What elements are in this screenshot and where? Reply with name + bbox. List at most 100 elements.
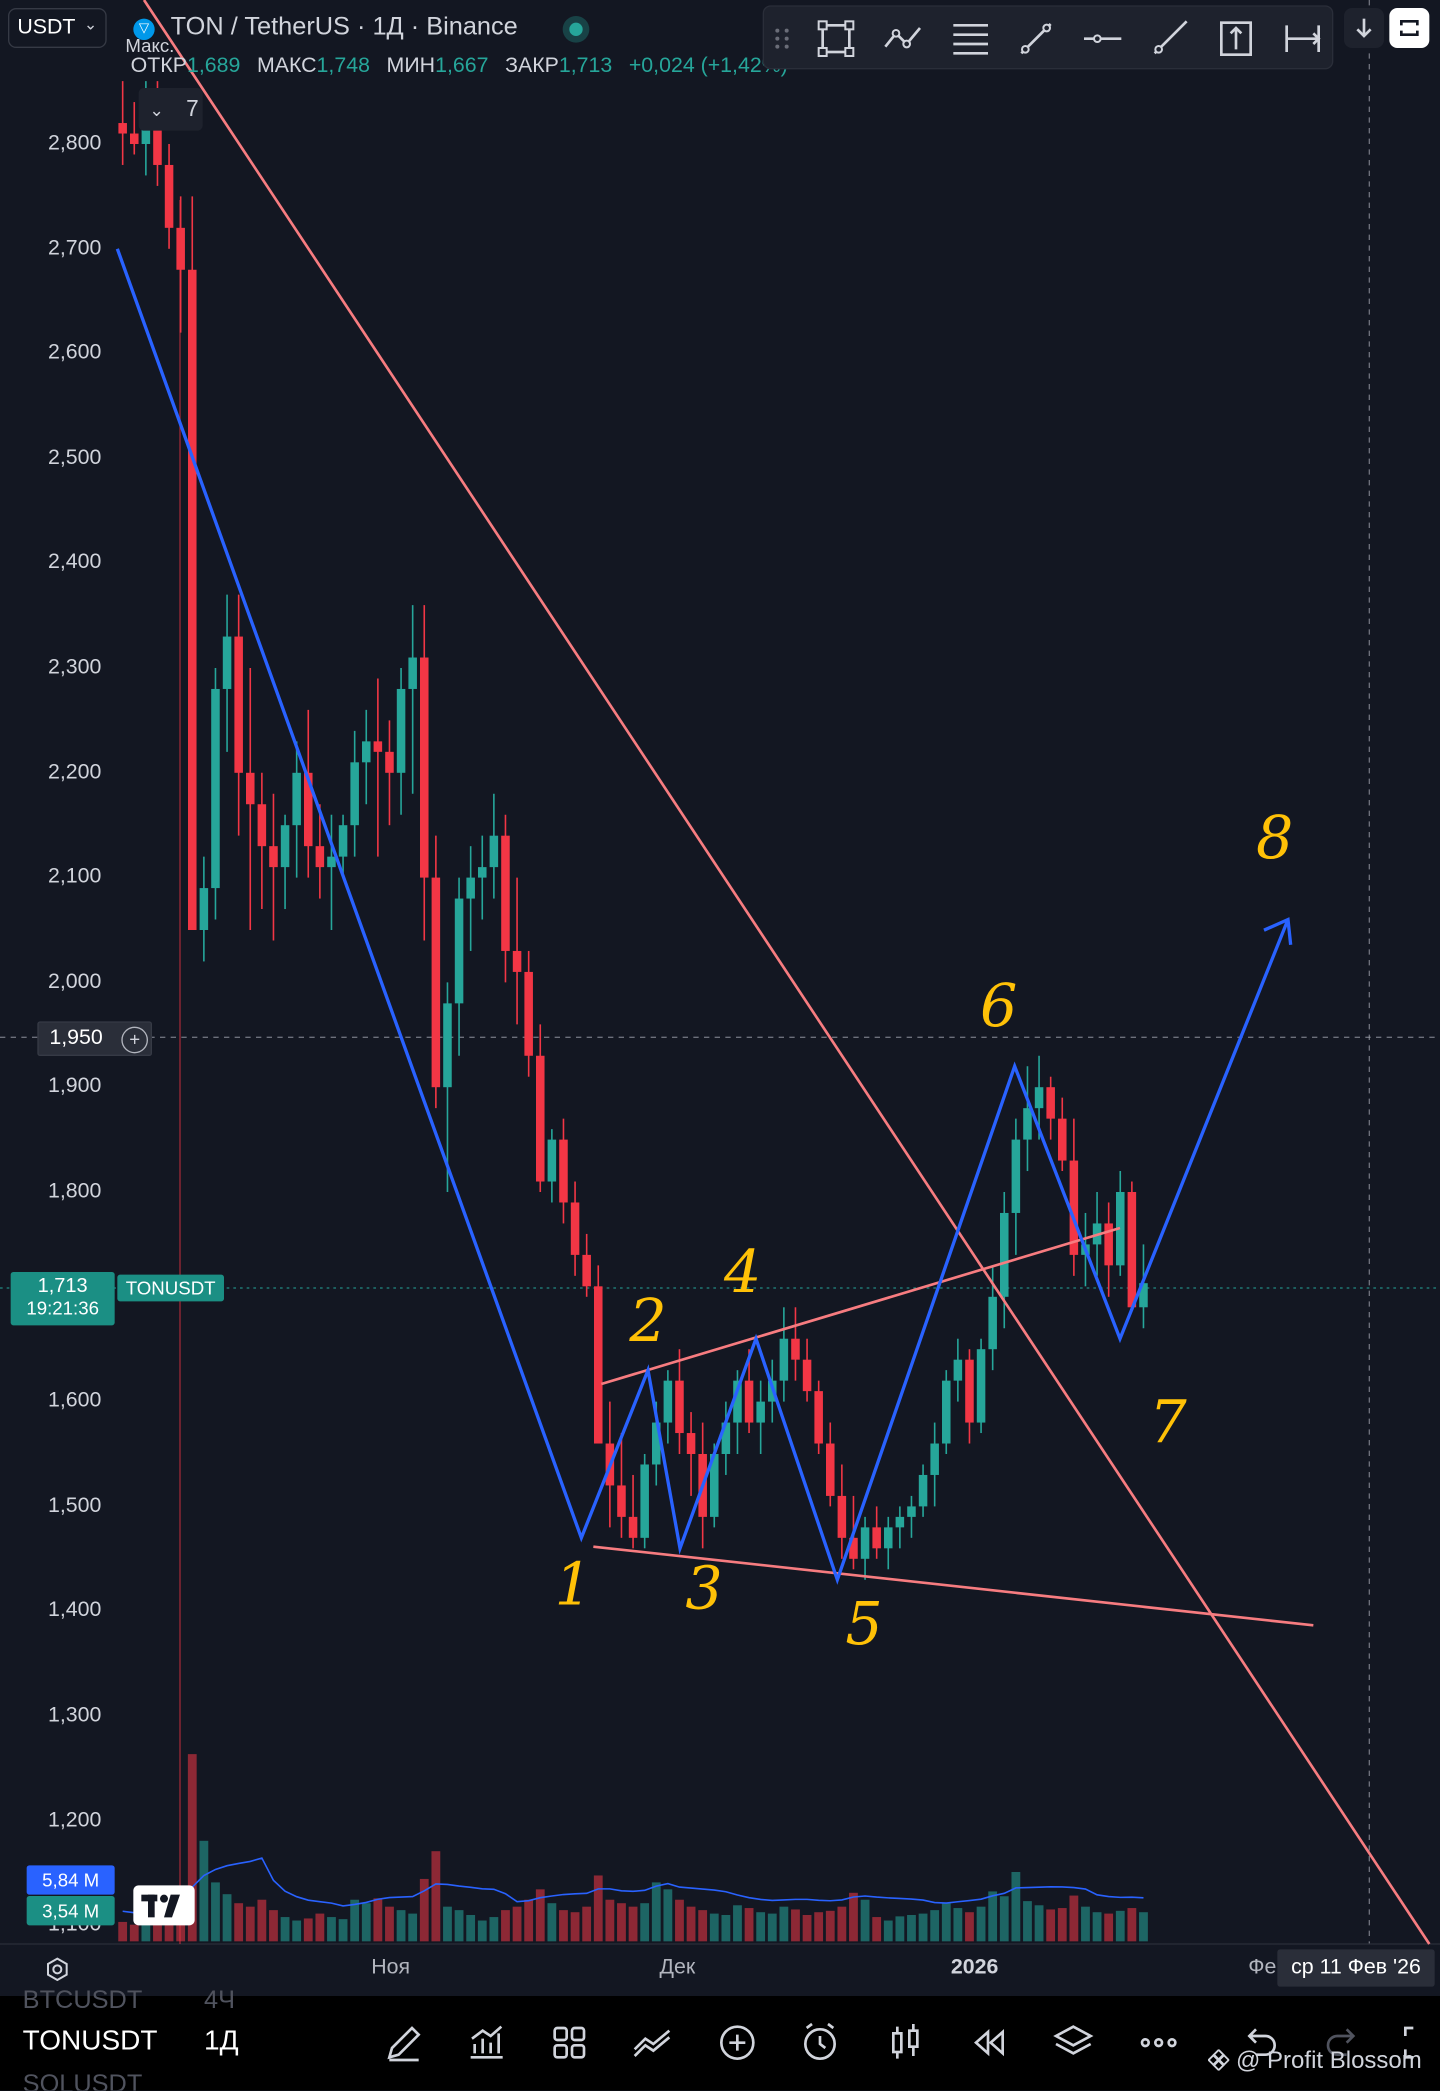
candle-body xyxy=(524,971,533,1056)
volume-bar xyxy=(1127,1908,1137,1942)
path-icon[interactable] xyxy=(881,17,924,60)
watchlist-row-ton[interactable]: TONUSDT 1Д xyxy=(23,2025,239,2057)
candle xyxy=(396,667,406,815)
candle-body xyxy=(234,636,243,773)
binance-logo-icon xyxy=(1207,2048,1231,2072)
ohlc-legend: ОТКР1,689 МАКС1,748 МИН1,667 ЗАКР1,713 +… xyxy=(131,55,799,79)
wave-label-3: 3 xyxy=(685,1554,722,1622)
replay-icon[interactable] xyxy=(965,2020,1010,2065)
grid-icon[interactable] xyxy=(547,2020,592,2065)
volume-bar xyxy=(1092,1912,1102,1942)
volume-bar xyxy=(315,1913,325,1942)
volume-tag-primary: 5,84 M xyxy=(26,1865,115,1895)
candle xyxy=(547,1129,557,1203)
volume-bar xyxy=(1057,1908,1067,1942)
candle xyxy=(211,667,220,920)
add-icon[interactable] xyxy=(715,2020,760,2065)
chart-icon[interactable] xyxy=(464,2020,509,2065)
wave-annotations: 1 2 3 4 5 6 7 8 xyxy=(555,804,1294,1658)
pencil-icon[interactable] xyxy=(381,2020,426,2065)
candle-body xyxy=(791,1338,800,1360)
candle-body xyxy=(118,123,127,134)
candle xyxy=(570,1181,580,1276)
candle xyxy=(292,741,301,878)
add-alert-icon[interactable]: + xyxy=(121,1026,148,1054)
watchlist-row-btc[interactable]: BTCUSDT 4Ч xyxy=(23,1987,235,2016)
volume-bar xyxy=(570,1912,580,1942)
price-tick-label: 2,800 xyxy=(47,131,102,155)
volume-bar xyxy=(1046,1909,1056,1942)
market-status-icon[interactable] xyxy=(562,15,590,43)
price-tick-label: 1,900 xyxy=(47,1075,102,1098)
drawing-toolbar xyxy=(762,5,1334,70)
time-axis-settings-icon[interactable] xyxy=(45,1957,69,1982)
high-label: МАКС xyxy=(256,54,317,78)
price-tick-label: 2,500 xyxy=(47,446,102,470)
volume-bar xyxy=(257,1899,267,1942)
volume-bar xyxy=(999,1896,1009,1942)
volume-bar xyxy=(849,1892,858,1942)
price-tick-label: 2,700 xyxy=(47,236,102,260)
candle-body xyxy=(547,1139,557,1182)
indicators-toggle-button[interactable]: ⌄ 7 xyxy=(138,87,203,131)
watchlist-interval: 4Ч xyxy=(203,1986,235,2015)
candles-icon[interactable] xyxy=(883,2020,928,2065)
downtrend-line xyxy=(142,0,1431,1945)
time-tick-label: Дек xyxy=(659,1955,696,1979)
alert-icon[interactable] xyxy=(797,2020,842,2065)
candle-body xyxy=(338,825,348,857)
scroll-down-button[interactable] xyxy=(1343,7,1384,48)
watermark: @ Profit Blossom xyxy=(1207,2047,1422,2075)
candle-body xyxy=(1034,1087,1044,1109)
candle-body xyxy=(222,636,232,689)
candle-body xyxy=(860,1527,870,1559)
fib-icon[interactable] xyxy=(948,17,991,60)
candle xyxy=(512,877,522,1025)
candle-body xyxy=(976,1349,986,1423)
date-range-icon[interactable] xyxy=(1281,17,1324,60)
tradingview-logo[interactable] xyxy=(133,1885,195,1926)
candle xyxy=(941,1370,951,1454)
volume-bar xyxy=(663,1889,673,1942)
price-tick-label: 1,300 xyxy=(47,1703,102,1727)
price-range-icon[interactable] xyxy=(1215,17,1258,60)
price-tick-label: 1,400 xyxy=(47,1599,102,1622)
volume-bar xyxy=(767,1913,777,1942)
indicators-icon[interactable] xyxy=(629,2020,674,2065)
candle-body xyxy=(802,1359,812,1392)
rectangle-icon[interactable] xyxy=(815,17,858,60)
watchlist-row-sol[interactable]: SOLUSDT 1Н xyxy=(23,2071,143,2091)
candle-body xyxy=(709,1453,719,1517)
layers-icon[interactable] xyxy=(1051,2020,1096,2065)
candle xyxy=(721,1401,731,1475)
candle xyxy=(1069,1118,1079,1276)
undo-icon[interactable] xyxy=(1237,2020,1282,2065)
currency-select[interactable]: USDT ⌄ xyxy=(7,7,107,48)
ray-icon[interactable] xyxy=(1148,17,1191,60)
candle-body xyxy=(675,1380,684,1434)
symbol-tag-label: TONUSDT xyxy=(125,1277,216,1299)
candle xyxy=(1115,1171,1125,1276)
horizontal-line-icon[interactable] xyxy=(1081,17,1124,60)
wave-label-7: 7 xyxy=(1149,1389,1187,1457)
low-label: МИН xyxy=(386,54,436,78)
candle-body xyxy=(744,1380,754,1423)
candle-body xyxy=(164,164,174,228)
symbol-title[interactable]: TON / TetherUS · 1Д · Binance xyxy=(170,13,518,42)
redo-icon[interactable] xyxy=(1320,2020,1365,2065)
candle-body xyxy=(1057,1118,1067,1161)
trend-line-icon[interactable] xyxy=(1015,17,1058,60)
sync-button[interactable] xyxy=(1389,7,1430,48)
fullscreen-icon[interactable] xyxy=(1397,2020,1437,2065)
grip-icon[interactable] xyxy=(769,17,796,60)
last-price-tag: 1,713 19:21:36 xyxy=(10,1271,115,1326)
more-icon[interactable] xyxy=(1136,2020,1181,2065)
sync-icon xyxy=(1399,19,1419,36)
candle-body xyxy=(825,1443,835,1496)
volume-bar xyxy=(466,1914,476,1942)
candle xyxy=(907,1495,916,1538)
volume-bar xyxy=(1104,1913,1114,1942)
candle xyxy=(837,1464,847,1559)
candle xyxy=(327,814,336,930)
